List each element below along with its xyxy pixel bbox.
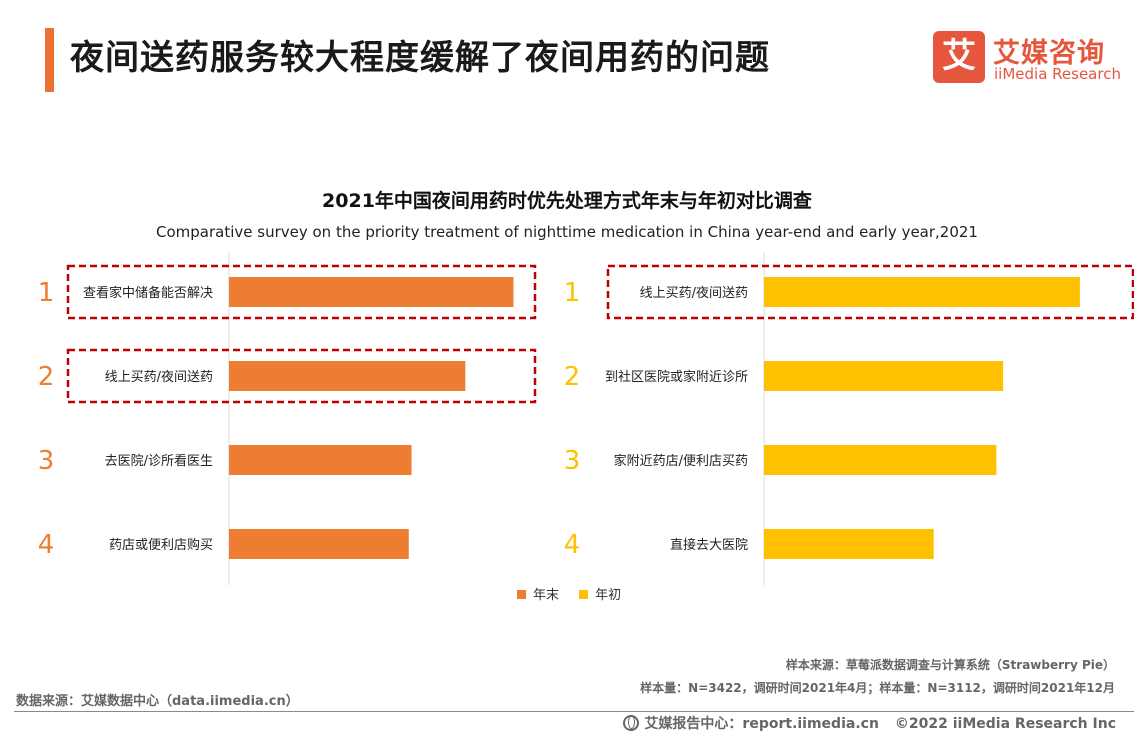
category-label-year-end: 查看家中储备能否解决: [83, 285, 213, 301]
logo-mark-icon: 艾: [933, 31, 985, 83]
highlight-box-year-end: [66, 264, 537, 320]
sample-info: 样本量：N=3422，调研时间2021年4月；样本量：N=3112，调研时间20…: [640, 681, 1115, 695]
sample-source: 样本来源：草莓派数据调查与计算系统（Strawberry Pie）: [785, 658, 1115, 672]
copyright: ©2022 iiMedia Research Inc: [894, 716, 1116, 732]
bar-year-start: [764, 361, 1004, 391]
rank-number-year-start: 3: [564, 446, 581, 476]
rank-number-year-end: 3: [38, 446, 55, 476]
legend-item-year-start: 年初: [579, 584, 621, 603]
category-label-year-start: 线上买药/夜间送药: [640, 286, 748, 301]
bar-year-start: [764, 445, 997, 475]
rank-number-year-start: 2: [564, 362, 581, 392]
footer-bar: 艾媒报告中心：report.iimedia.cn ©2022 iiMedia Re…: [623, 713, 1116, 733]
legend-label-year-end: 年末: [533, 588, 560, 603]
legend-label-year-start: 年初: [595, 588, 622, 603]
logo-mark-glyph: 艾: [942, 36, 976, 76]
rank-number-year-end: 2: [38, 362, 55, 392]
chart-title: 2021年中国夜间用药时优先处理方式年末与年初对比调查: [322, 190, 812, 212]
rank-number-year-end: 1: [38, 278, 55, 308]
bar-year-start: [764, 277, 1080, 307]
rank-number-year-end: 4: [38, 530, 55, 560]
report-center-link[interactable]: 艾媒报告中心：report.iimedia.cn: [644, 716, 879, 732]
bar-year-end: [229, 361, 466, 391]
rank-number-year-start: 1: [564, 278, 581, 308]
brand-logo: 艾 艾媒咨询 iiMedia Research: [933, 31, 1121, 87]
title-accent-bar: [45, 28, 54, 92]
chart-legend: 年末 年初: [517, 584, 637, 603]
bar-chart: 1 查看家中储备能否解决 2 线上买药/夜间送药 3 去医院/诊所看医生 4 药店或便利店购买…: [38, 252, 1134, 585]
logo-name-cn: 艾媒咨询: [993, 38, 1105, 69]
rank-number-year-start: 4: [564, 530, 581, 560]
chart-subtitle: Comparative survey on the priority treat…: [156, 223, 978, 241]
globe-icon: [623, 715, 640, 731]
category-label-year-end: 去医院/诊所看医生: [105, 453, 213, 469]
footer-divider: [14, 711, 1134, 712]
bar-year-end: [229, 529, 409, 559]
bar-year-end: [229, 277, 514, 307]
highlight-box-year-start: [606, 264, 1134, 320]
category-label-year-end: 线上买药/夜间送药: [105, 370, 213, 385]
category-label-year-start: 家附近药店/便利店买药: [614, 453, 748, 469]
legend-swatch-year-end: [517, 590, 526, 599]
highlight-box-year-end: [66, 348, 537, 404]
data-source: 数据来源：艾媒数据中心（data.iimedia.cn）: [16, 694, 299, 709]
logo-name-en: iiMedia Research: [994, 65, 1121, 83]
bar-year-end: [229, 445, 412, 475]
category-label-year-start: 到社区医院或家附近诊所: [605, 369, 748, 385]
page-title: 夜间送药服务较大程度缓解了夜间用药的问题: [70, 38, 770, 78]
legend-swatch-year-start: [579, 590, 589, 599]
legend-item-year-end: 年末: [517, 584, 559, 603]
category-label-year-end: 药店或便利店购买: [109, 537, 213, 553]
category-label-year-start: 直接去大医院: [670, 537, 748, 553]
bar-year-start: [764, 529, 934, 559]
